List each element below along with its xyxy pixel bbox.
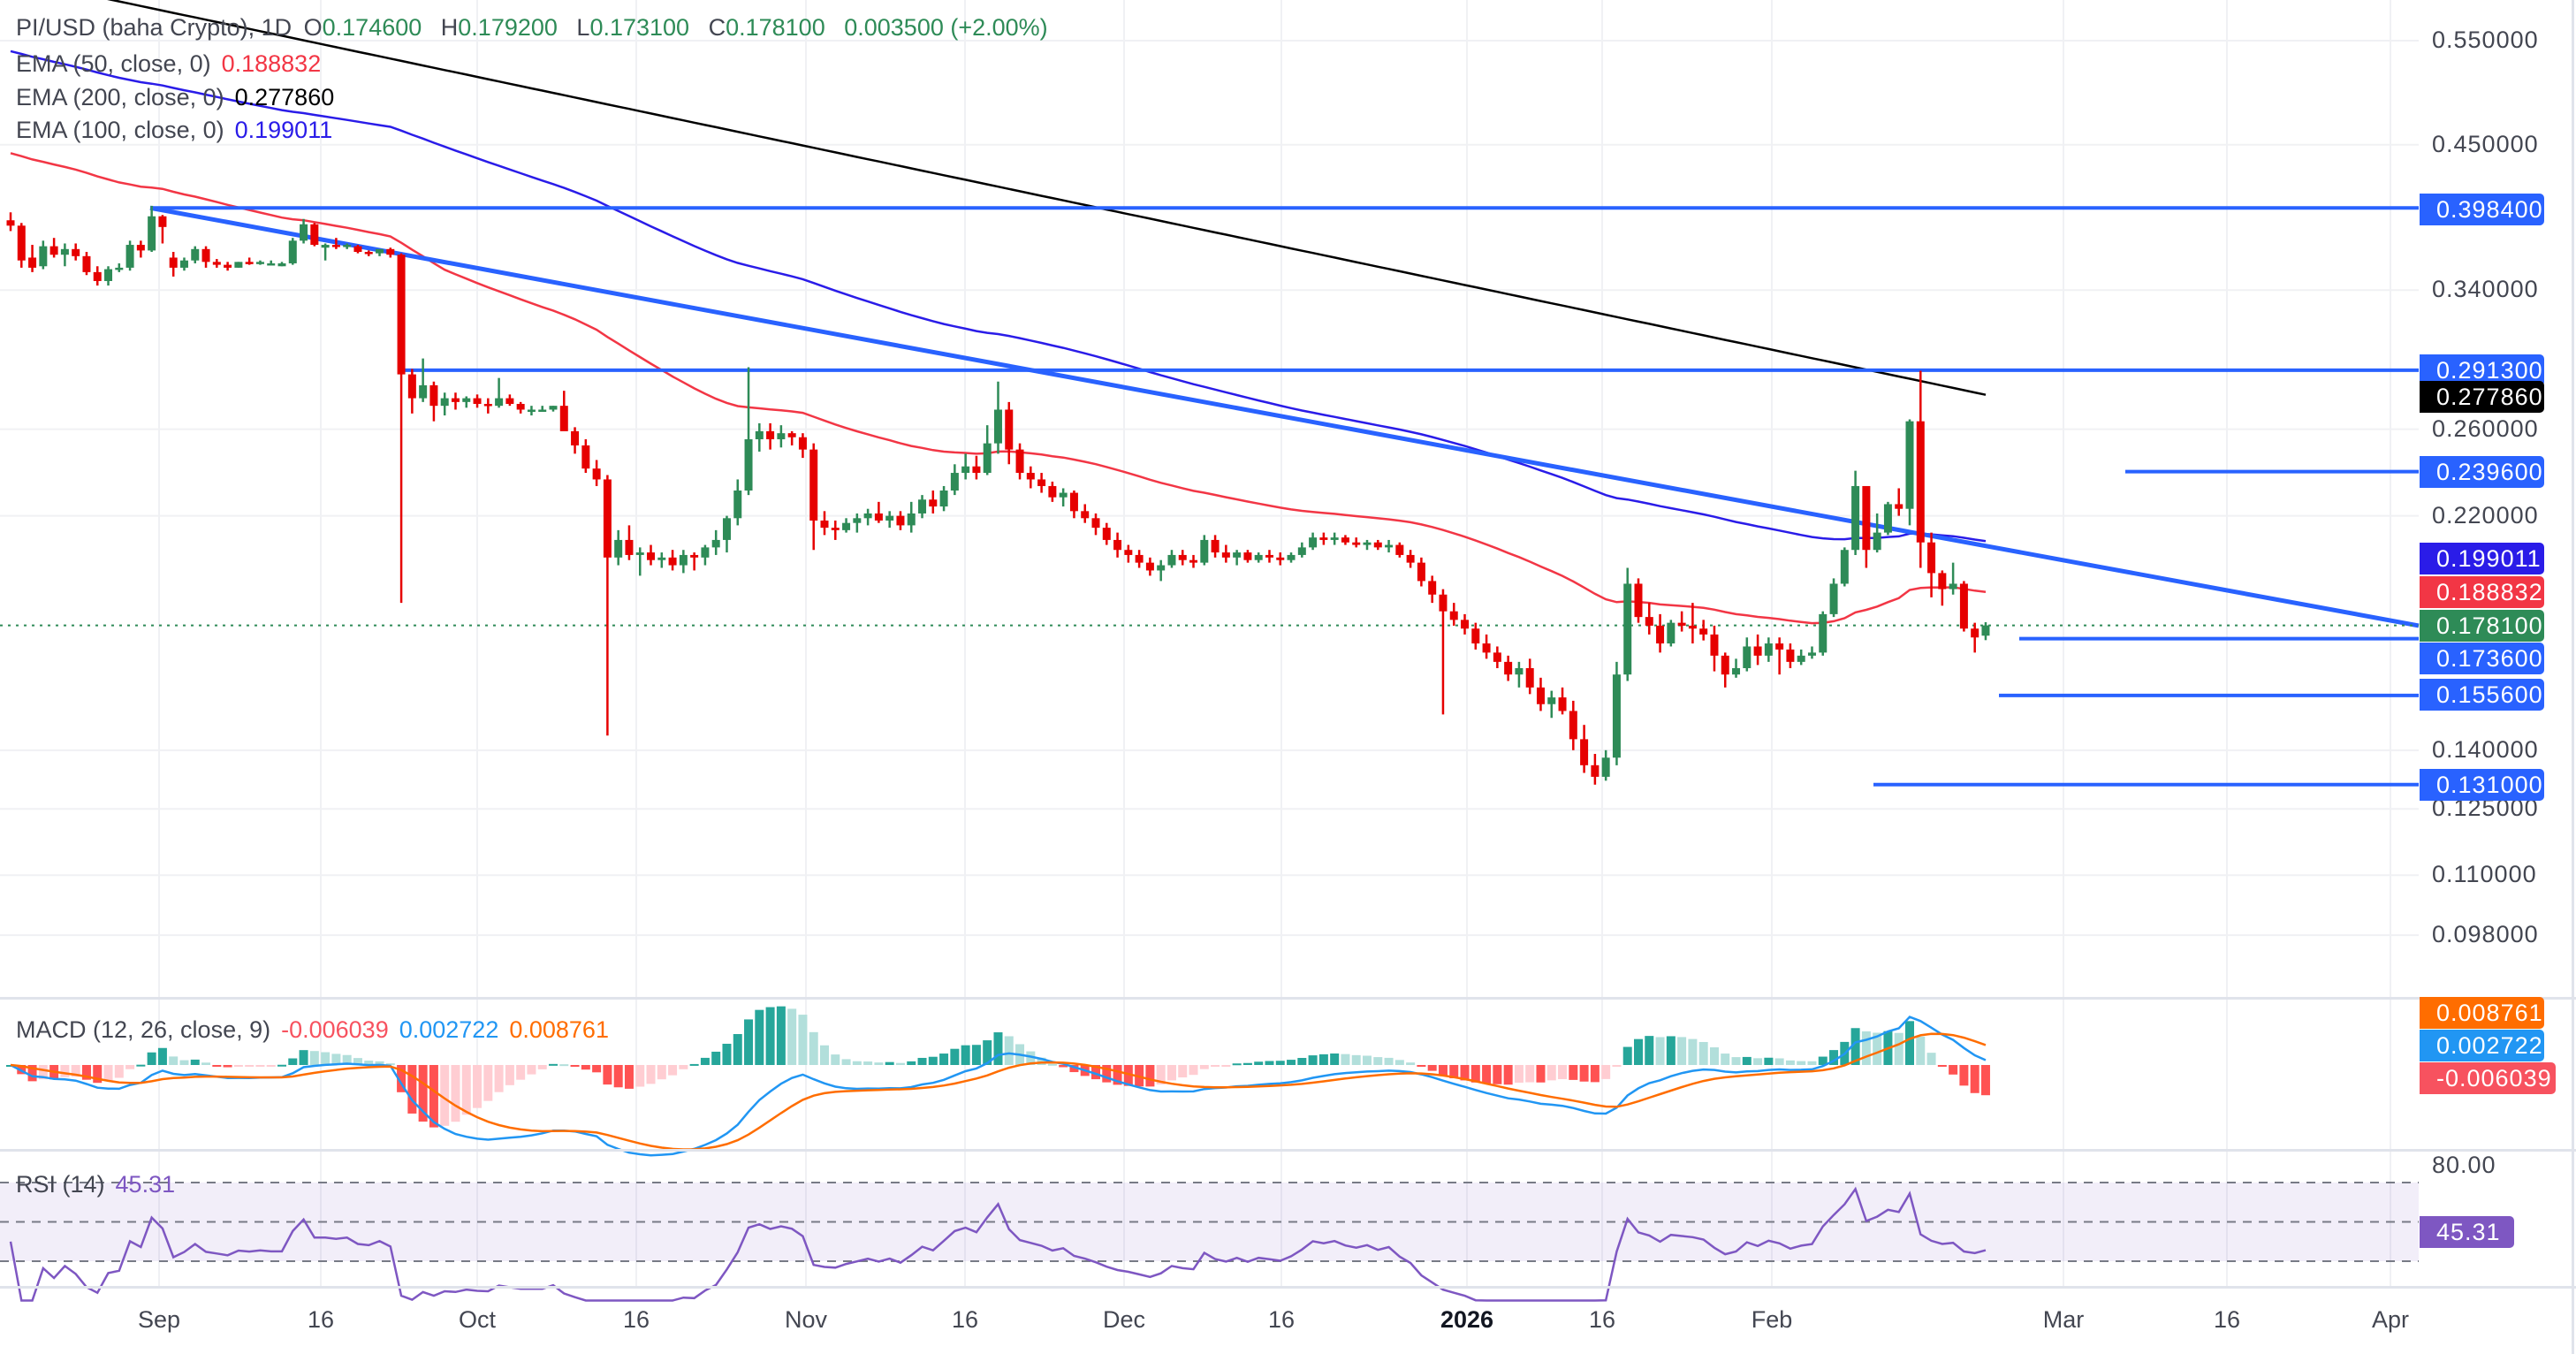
time-tick: Dec xyxy=(1102,1306,1146,1333)
high-value: 0.179200 xyxy=(458,14,558,41)
price-tag: 0.199011 xyxy=(2420,543,2544,574)
ohlc-values: O0.174600 H0.179200 L0.173100 C0.178100 … xyxy=(304,14,1053,41)
macd-line-value: 0.002722 xyxy=(399,1016,499,1043)
price-tick: 0.260000 xyxy=(2432,415,2539,442)
time-tick: 16 xyxy=(307,1306,335,1333)
ema200-value: 0.277860 xyxy=(234,84,335,110)
ema50-value: 0.188832 xyxy=(221,50,322,77)
price-tag: 0.131000 xyxy=(2420,769,2544,801)
price-tick: 0.140000 xyxy=(2432,735,2539,763)
rsi-label: RSI (14) xyxy=(16,1171,105,1198)
time-tick: Feb xyxy=(1751,1306,1793,1333)
time-tick: 16 xyxy=(1267,1306,1296,1333)
price-tag: 0.188832 xyxy=(2420,576,2544,608)
low-label: L xyxy=(576,14,590,41)
open-value: 0.174600 xyxy=(322,14,422,41)
price-tag: 0.155600 xyxy=(2420,679,2544,711)
pane-divider-macd-rsi[interactable] xyxy=(0,1149,2576,1152)
trendline xyxy=(149,205,2420,628)
time-tick: 16 xyxy=(951,1306,979,1333)
price-tick: 0.220000 xyxy=(2432,501,2539,529)
price-tick: 0.340000 xyxy=(2432,276,2539,303)
time-tick: Oct xyxy=(458,1306,497,1333)
price-tick: 0.098000 xyxy=(2432,921,2539,948)
macd-pane xyxy=(6,1006,1990,1157)
time-tick: 16 xyxy=(1588,1306,1616,1333)
macd-hist-value: -0.006039 xyxy=(281,1016,389,1043)
ema50-legend[interactable]: EMA (50, close, 0) 0.188832 xyxy=(16,49,326,79)
price-tag: 0.277860 xyxy=(2420,381,2544,413)
macd-label: MACD (12, 26, close, 9) xyxy=(16,1016,271,1043)
time-tick: 16 xyxy=(2213,1306,2241,1333)
change-value: 0.003500 (+2.00%) xyxy=(844,14,1048,41)
macd-tag: -0.006039 xyxy=(2420,1062,2556,1094)
price-tag: 0.173600 xyxy=(2420,643,2544,674)
price-tag: 0.239600 xyxy=(2420,456,2544,488)
low-value: 0.173100 xyxy=(589,14,690,41)
grid-lines xyxy=(0,0,2419,1286)
price-tag: 0.178100 xyxy=(2420,610,2544,642)
rsi-axis-tick: 80.00 xyxy=(2432,1152,2496,1178)
high-label: H xyxy=(440,14,459,41)
time-tick: Mar xyxy=(2042,1306,2085,1333)
time-tick: Apr xyxy=(2371,1306,2410,1333)
support-resistance-lines[interactable] xyxy=(0,205,2420,787)
macd-signal-value: 0.008761 xyxy=(509,1016,609,1043)
time-tick: Nov xyxy=(784,1306,828,1333)
rsi-pane xyxy=(9,1186,1987,1302)
close-value: 0.178100 xyxy=(726,14,825,41)
open-label: O xyxy=(303,14,323,41)
candlesticks xyxy=(6,205,1990,785)
ema100-legend[interactable]: EMA (100, close, 0) 0.199011 xyxy=(16,115,338,145)
close-label: C xyxy=(708,14,726,41)
ema50-label: EMA (50, close, 0) xyxy=(16,50,211,77)
price-tick: 0.450000 xyxy=(2432,130,2539,157)
rsi-value: 45.31 xyxy=(115,1171,176,1198)
price-tag: 0.398400 xyxy=(2420,194,2544,225)
pane-divider-price-macd[interactable] xyxy=(0,997,2576,1000)
symbol-legend[interactable]: PI/USD (baha Crypto), 1D O0.174600 H0.17… xyxy=(16,12,1059,42)
price-tick: 0.550000 xyxy=(2432,27,2539,54)
ema100-label: EMA (100, close, 0) xyxy=(16,117,224,143)
pane-divider-rsi-time xyxy=(0,1286,2576,1289)
symbol-title: PI/USD (baha Crypto), 1D xyxy=(16,14,293,41)
rsi-band xyxy=(0,1182,2419,1262)
ema200-legend[interactable]: EMA (200, close, 0) 0.277860 xyxy=(16,82,339,112)
time-tick: Sep xyxy=(137,1306,181,1333)
rsi-value-tag: 45.31 xyxy=(2420,1216,2514,1248)
macd-tag: 0.008761 xyxy=(2420,997,2544,1029)
price-axis-border xyxy=(2572,0,2574,1354)
ema200-label: EMA (200, close, 0) xyxy=(16,84,224,110)
price-tick: 0.110000 xyxy=(2432,861,2537,888)
rsi-legend[interactable]: RSI (14) 45.31 xyxy=(16,1169,180,1199)
time-tick: 2026 xyxy=(1440,1306,1494,1333)
ema100-value: 0.199011 xyxy=(234,117,333,143)
macd-legend[interactable]: MACD (12, 26, close, 9) -0.006039 0.002722… xyxy=(16,1015,614,1045)
time-tick: 16 xyxy=(622,1306,650,1333)
macd-tag: 0.002722 xyxy=(2420,1030,2544,1061)
